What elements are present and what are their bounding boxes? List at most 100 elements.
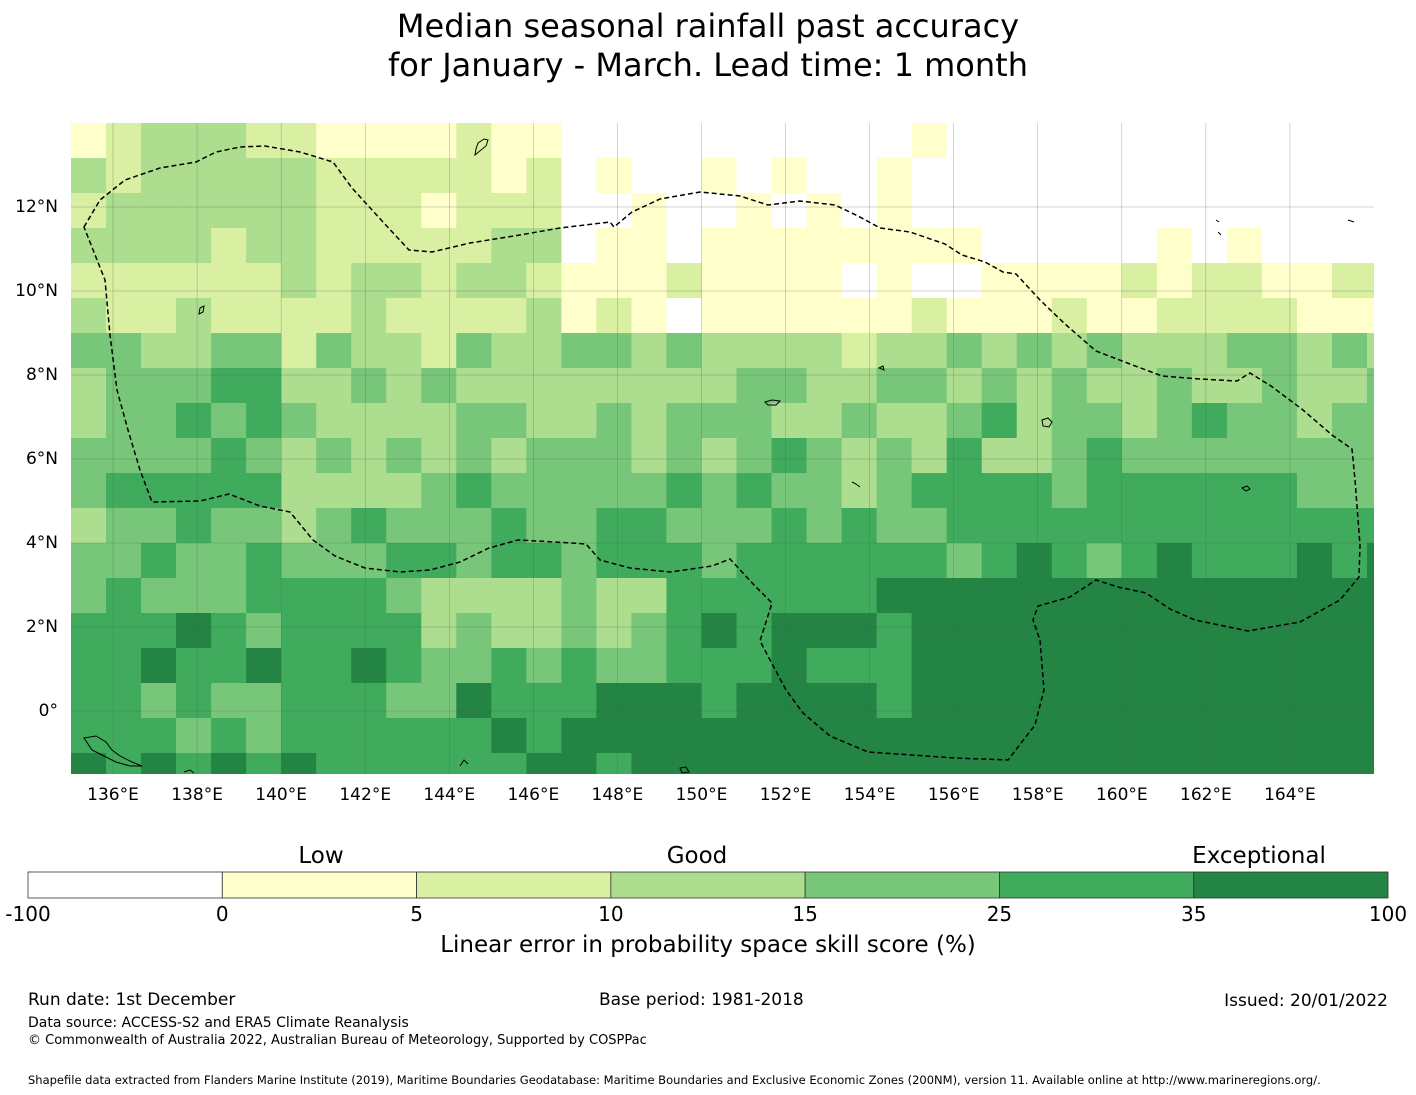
grid-cell bbox=[526, 158, 562, 194]
grid-cell bbox=[1086, 403, 1123, 439]
grid-cell bbox=[1261, 263, 1298, 299]
grid-cell bbox=[771, 648, 808, 684]
grid-cell bbox=[351, 683, 387, 719]
grid-cell bbox=[351, 263, 387, 299]
grid-cell bbox=[981, 543, 1018, 579]
grid-cell bbox=[596, 718, 633, 754]
grid-cell bbox=[71, 403, 107, 439]
grid-cell bbox=[176, 753, 212, 774]
grid-cell bbox=[1016, 508, 1053, 544]
grid-cell bbox=[1121, 648, 1158, 684]
grid-cell bbox=[106, 648, 142, 684]
grid-cell bbox=[841, 718, 878, 754]
grid-cell bbox=[71, 613, 107, 649]
grid-cell bbox=[946, 683, 983, 719]
grid-cell bbox=[1086, 438, 1123, 474]
grid-cell bbox=[1366, 753, 1374, 774]
grid-cell bbox=[561, 543, 598, 579]
grid-cell bbox=[1121, 753, 1158, 774]
grid-cell bbox=[1331, 228, 1368, 264]
y-tick-label: 12°N bbox=[15, 197, 58, 217]
grid-cell bbox=[736, 438, 773, 474]
grid-cell bbox=[736, 753, 773, 774]
grid-cell bbox=[631, 368, 668, 404]
grid-cell bbox=[421, 508, 457, 544]
grid-cell bbox=[1261, 683, 1298, 719]
grid-cell bbox=[1156, 228, 1193, 264]
grid-cell bbox=[106, 543, 142, 579]
grid-cell bbox=[1331, 683, 1368, 719]
grid-cell bbox=[421, 298, 457, 334]
grid-cell bbox=[246, 683, 282, 719]
grid-cell bbox=[876, 613, 913, 649]
grid-cell bbox=[211, 473, 247, 509]
grid-cell bbox=[911, 718, 948, 754]
grid-cell bbox=[946, 333, 983, 369]
grid-cell bbox=[281, 473, 317, 509]
grid-cell bbox=[211, 123, 247, 159]
grid-cell bbox=[1366, 123, 1374, 159]
grid-cell bbox=[71, 543, 107, 579]
colorbar-bin bbox=[1193, 871, 1389, 899]
base-period: Base period: 1981-2018 bbox=[599, 990, 804, 1010]
grid-cell bbox=[841, 683, 878, 719]
grid-cell bbox=[806, 333, 843, 369]
grid-cell bbox=[806, 263, 843, 299]
grid-cell bbox=[701, 613, 738, 649]
grid-cell bbox=[771, 403, 808, 439]
grid-cell bbox=[771, 123, 808, 159]
grid-cell bbox=[351, 508, 387, 544]
grid-cell bbox=[981, 368, 1018, 404]
x-tick-label: 154°E bbox=[843, 785, 896, 805]
grid-cell bbox=[1191, 648, 1228, 684]
grid-cell bbox=[246, 718, 282, 754]
grid-cell bbox=[316, 193, 352, 229]
grid-cell bbox=[596, 298, 633, 334]
grid-cell bbox=[71, 648, 107, 684]
grid-cell bbox=[246, 543, 282, 579]
grid-cell bbox=[1331, 753, 1368, 774]
grid-cell bbox=[281, 263, 317, 299]
grid-cell bbox=[1016, 613, 1053, 649]
grid-cell bbox=[1121, 158, 1158, 194]
grid-cell bbox=[106, 263, 142, 299]
grid-cell bbox=[876, 508, 913, 544]
grid-cell bbox=[316, 718, 352, 754]
grid-cell bbox=[456, 753, 492, 774]
grid-cell bbox=[1016, 753, 1053, 774]
grid-cell bbox=[806, 438, 843, 474]
grid-cell bbox=[911, 683, 948, 719]
grid-cell bbox=[1086, 753, 1123, 774]
grid-cell bbox=[386, 368, 422, 404]
colorbar-bin bbox=[804, 871, 1000, 899]
grid-cell bbox=[1261, 578, 1298, 614]
grid-cell bbox=[176, 193, 212, 229]
grid-cell bbox=[666, 228, 703, 264]
grid-cell bbox=[1296, 333, 1333, 369]
grid-cell bbox=[526, 473, 562, 509]
grid-cell bbox=[526, 263, 562, 299]
colorbar-bin bbox=[27, 871, 223, 899]
grid-cell bbox=[1051, 543, 1088, 579]
grid-cell bbox=[806, 718, 843, 754]
grid-cell bbox=[71, 228, 107, 264]
grid-cell bbox=[1156, 123, 1193, 159]
grid-cell bbox=[841, 543, 878, 579]
grid-cell bbox=[911, 368, 948, 404]
grid-cell bbox=[1016, 683, 1053, 719]
grid-cell bbox=[596, 438, 633, 474]
grid-cell bbox=[1086, 368, 1123, 404]
grid-cell bbox=[211, 613, 247, 649]
grid-cell bbox=[596, 333, 633, 369]
grid-cell bbox=[736, 263, 773, 299]
grid-cell bbox=[316, 123, 352, 159]
grid-cell bbox=[1051, 683, 1088, 719]
grid-cell bbox=[876, 298, 913, 334]
grid-cell bbox=[1191, 613, 1228, 649]
grid-cell bbox=[701, 683, 738, 719]
grid-cell bbox=[281, 543, 317, 579]
grid-cell bbox=[1331, 473, 1368, 509]
grid-cell bbox=[1086, 683, 1123, 719]
x-tick-label: 146°E bbox=[507, 785, 560, 805]
grid-cell bbox=[1191, 403, 1228, 439]
